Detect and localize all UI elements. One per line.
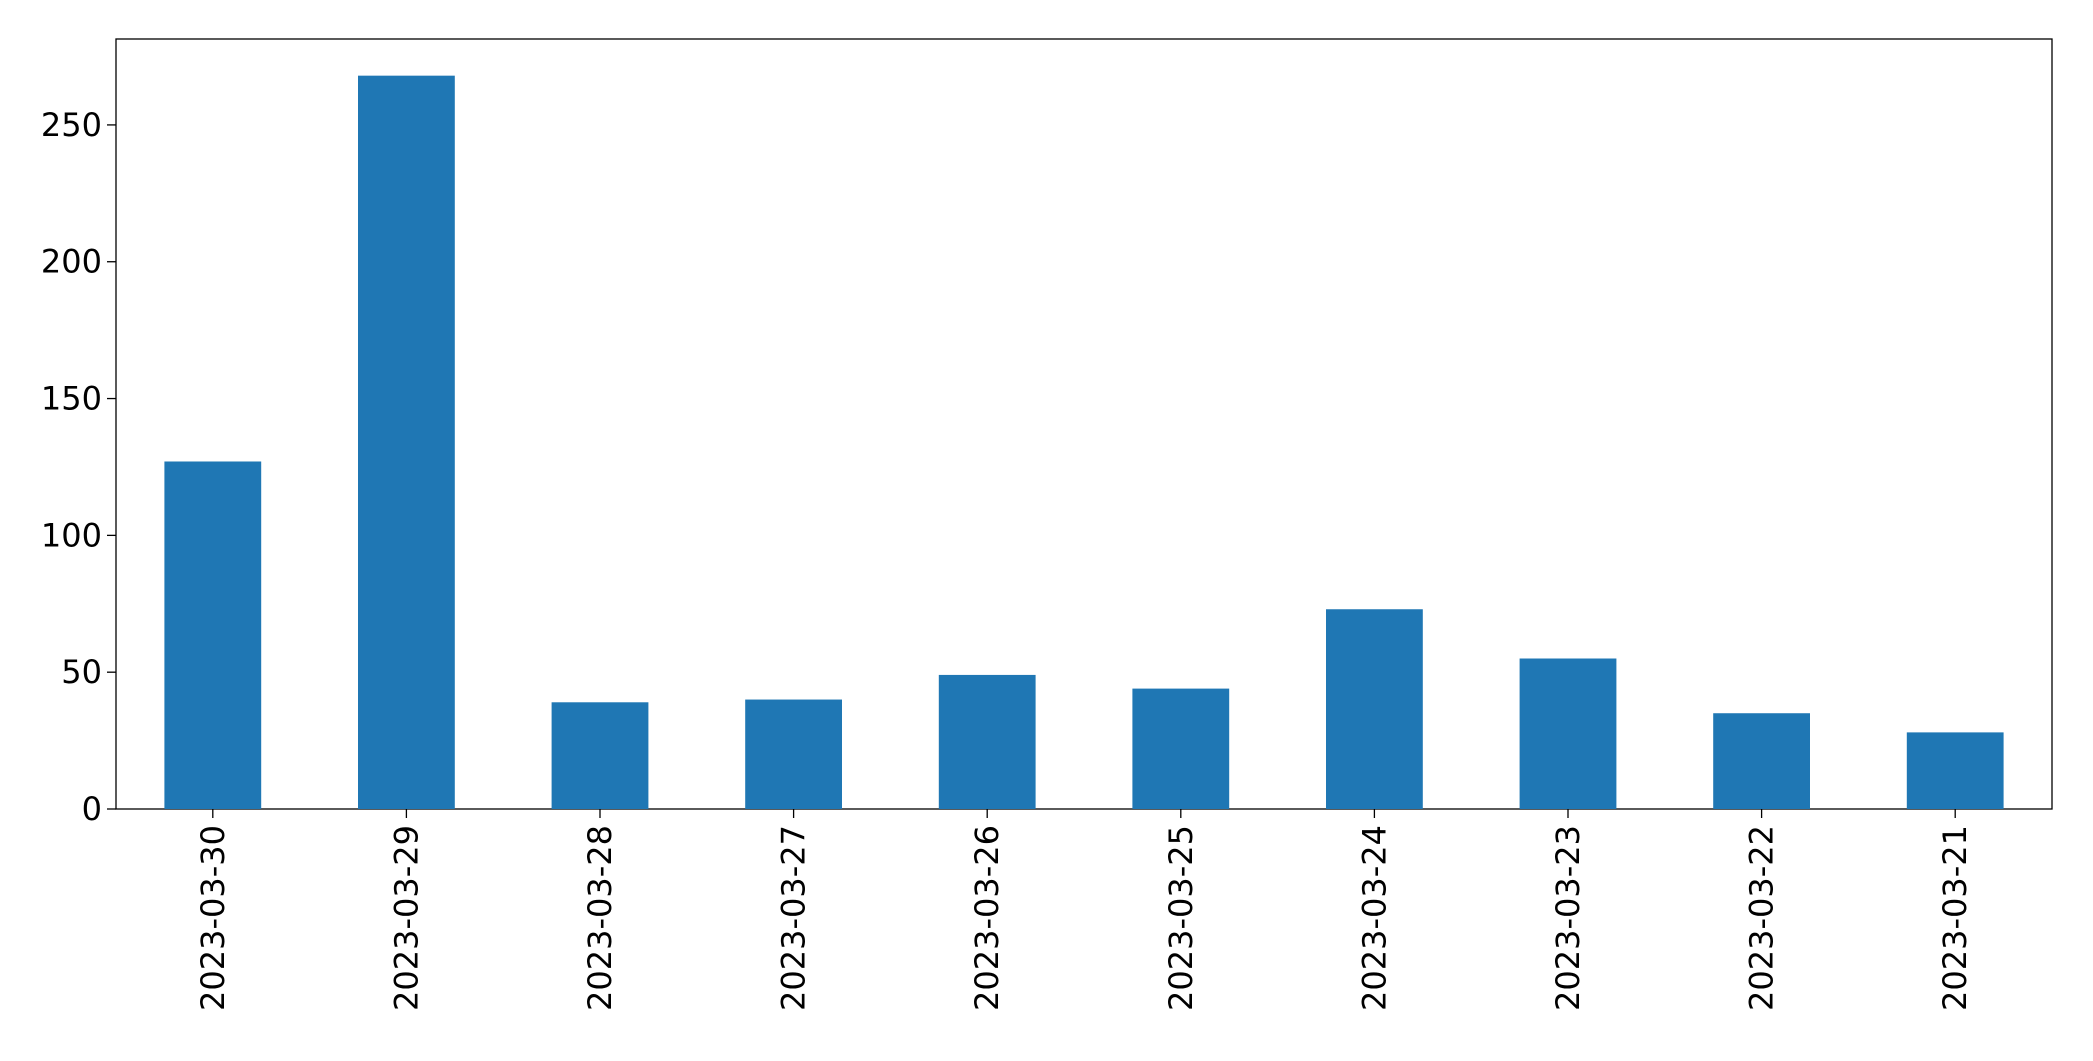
x-tick-label: 2023-03-25 <box>1162 825 1200 1011</box>
y-tick-label: 50 <box>61 653 102 691</box>
x-tick-label: 2023-03-21 <box>1936 825 1974 1011</box>
x-tick-label: 2023-03-26 <box>968 825 1006 1011</box>
y-tick-label: 0 <box>82 790 102 828</box>
y-tick-label: 150 <box>41 380 102 418</box>
bar <box>551 702 649 809</box>
x-tick-label: 2023-03-29 <box>387 825 425 1011</box>
y-tick-label: 100 <box>41 516 102 554</box>
bar <box>745 699 842 809</box>
bar <box>1906 732 2004 809</box>
y-tick-label: 200 <box>41 243 102 281</box>
x-tick-label: 2023-03-28 <box>581 825 619 1011</box>
bar <box>358 75 455 809</box>
x-tick-label: 2023-03-30 <box>194 825 232 1011</box>
bar <box>1132 688 1230 809</box>
x-tick-label: 2023-03-22 <box>1743 825 1781 1011</box>
x-tick-label: 2023-03-23 <box>1549 825 1587 1011</box>
plot-frame <box>115 38 2053 810</box>
x-tick-label: 2023-03-24 <box>1355 825 1393 1011</box>
bar <box>1713 713 1810 809</box>
bar <box>164 461 262 809</box>
x-tick-label: 2023-03-27 <box>775 825 813 1011</box>
y-tick-label: 250 <box>41 106 102 144</box>
bar <box>1326 609 1423 809</box>
bar <box>938 674 1036 809</box>
bar <box>1519 658 1617 809</box>
